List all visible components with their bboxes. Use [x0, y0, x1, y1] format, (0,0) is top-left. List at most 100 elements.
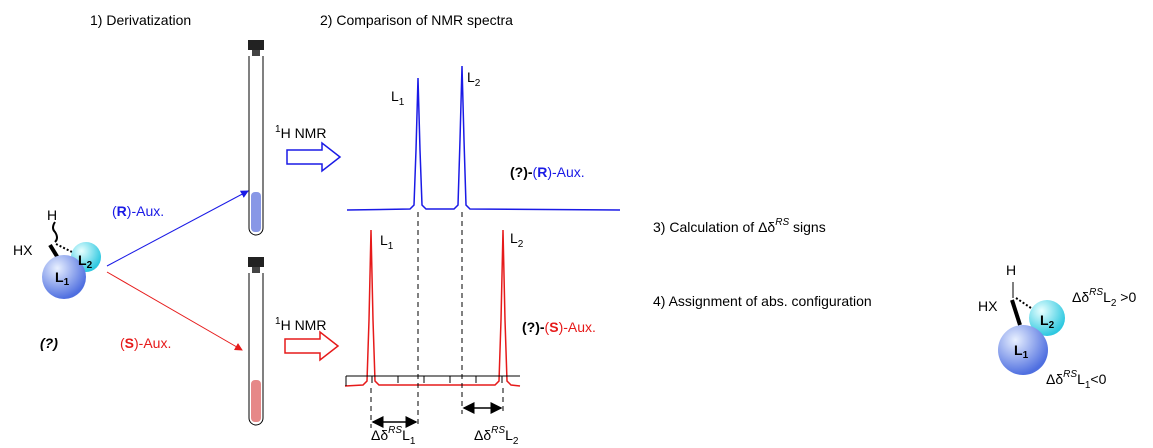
- l2: L2: [1040, 312, 1055, 331]
- sub: 1: [1023, 350, 1029, 361]
- l: L: [1077, 371, 1085, 387]
- sub: 2: [518, 239, 524, 250]
- text: (?)-: [510, 164, 533, 180]
- ppm-axis: [345, 375, 520, 386]
- sub: 2: [1049, 320, 1055, 331]
- sub: 2: [513, 436, 519, 447]
- sup: 1: [275, 316, 281, 327]
- sphere-l1: [42, 255, 86, 299]
- sub: 2: [87, 260, 93, 271]
- result: H HX L2 L1 ΔδRSL2 >0 ΔδRSL1<0: [978, 262, 1136, 391]
- delta: Δδ: [474, 427, 491, 443]
- sub: 2: [1111, 298, 1117, 309]
- delta: Δδ: [371, 427, 388, 443]
- l: L: [380, 232, 388, 248]
- text: 3) Calculation of: [653, 219, 758, 235]
- peak-label: L1: [391, 88, 405, 108]
- text: (: [545, 319, 550, 335]
- l: L: [505, 427, 513, 443]
- sub: 2: [475, 78, 481, 89]
- nmr-label: 1H NMR: [275, 124, 326, 141]
- text: (: [120, 335, 125, 351]
- wavy-bond: [52, 221, 58, 243]
- text: )-Aux.: [559, 319, 596, 335]
- text: )-Aux.: [547, 164, 584, 180]
- bond: [48, 243, 60, 260]
- text: )-Aux.: [134, 335, 171, 351]
- tube: [248, 40, 264, 236]
- delta: Δδ: [1046, 371, 1063, 387]
- text: (: [533, 164, 538, 180]
- step-1: 1) Derivatization: [90, 12, 191, 28]
- step-4: 4) Assignment of abs. configuration: [653, 293, 872, 309]
- l: L: [55, 269, 64, 285]
- hx: HX: [978, 298, 998, 314]
- unknown: (?): [40, 335, 58, 351]
- hollow-arrow: [284, 330, 340, 362]
- tube: [248, 257, 264, 426]
- text: S: [125, 335, 134, 351]
- product-r: (?)-(R)-Aux.: [510, 164, 585, 180]
- peak-label: L2: [467, 69, 481, 89]
- l1: L1: [55, 269, 70, 288]
- delta: Δδ: [1072, 289, 1089, 305]
- text: H NMR: [281, 317, 327, 333]
- sphere-l2: [1029, 300, 1065, 336]
- text: )-Aux.: [127, 203, 164, 219]
- sphere-l1: [998, 325, 1048, 375]
- arrow: [106, 271, 243, 351]
- bond: [55, 243, 73, 253]
- delta: Δδ: [758, 219, 775, 235]
- peak-label: L2: [510, 230, 524, 250]
- spectrum-r: [346, 65, 621, 211]
- sup: RS: [1063, 369, 1077, 380]
- l: L: [467, 69, 475, 85]
- hollow-arrow: [286, 141, 342, 173]
- sign: <0: [1090, 371, 1106, 387]
- sub: 1: [399, 97, 405, 108]
- step-2: 2) Comparison of NMR spectra: [320, 12, 513, 28]
- sub: 1: [64, 277, 70, 288]
- hx: HX: [13, 242, 33, 258]
- substrate: H HX L2 L1 (?): [13, 207, 101, 351]
- l: L: [1014, 342, 1023, 358]
- bond: [1015, 297, 1035, 311]
- sup: RS: [1089, 287, 1103, 298]
- sub: 1: [388, 241, 394, 252]
- nmr-label: 1H NMR: [275, 316, 326, 333]
- h: H: [1006, 262, 1016, 278]
- l2: L2: [78, 252, 93, 271]
- text: signs: [789, 219, 826, 235]
- text: (: [112, 203, 117, 219]
- l: L: [391, 88, 399, 104]
- text: R: [537, 164, 547, 180]
- sign-l2: ΔδRSL2 >0: [1072, 287, 1136, 309]
- sup: RS: [388, 425, 402, 436]
- product-s: (?)-(S)-Aux.: [522, 319, 596, 335]
- step-3: 3) Calculation of ΔδRS signs: [653, 217, 826, 235]
- sub: 1: [1085, 380, 1091, 391]
- text: H NMR: [281, 125, 327, 141]
- sign: >0: [1116, 289, 1136, 305]
- sup: RS: [491, 425, 505, 436]
- sup: 1: [275, 124, 281, 135]
- bond: [1010, 299, 1022, 326]
- h: H: [47, 207, 57, 223]
- reagent-r: (R)-Aux.: [112, 203, 164, 219]
- spectrum-s: [344, 229, 521, 387]
- delta-l1: ΔδRSL1: [371, 425, 416, 447]
- reagent-s: (S)-Aux.: [120, 335, 171, 351]
- arrow: [106, 190, 249, 267]
- l1: L1: [1014, 342, 1029, 361]
- sup: RS: [775, 217, 789, 228]
- text: S: [549, 319, 558, 335]
- l: L: [1040, 312, 1049, 328]
- text: R: [117, 203, 127, 219]
- l: L: [1103, 289, 1111, 305]
- sign-l1: ΔδRSL1<0: [1046, 369, 1107, 391]
- l: L: [402, 427, 410, 443]
- peak-label: L1: [380, 232, 394, 252]
- sub: 1: [410, 436, 416, 447]
- text: (?)-: [522, 319, 545, 335]
